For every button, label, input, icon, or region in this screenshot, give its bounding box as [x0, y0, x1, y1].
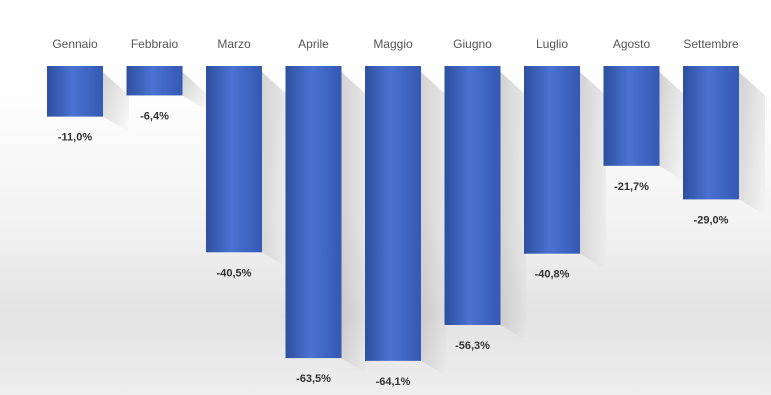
category-label-febbraio: Febbraio: [131, 37, 179, 51]
bar-febbraio: [126, 66, 183, 96]
bar-agosto: [603, 66, 660, 166]
value-label-gennaio: -11,0%: [58, 132, 92, 144]
bar-shadows: [103, 72, 765, 377]
bar-marzo: [206, 66, 262, 253]
category-label-settembre: Settembre: [683, 37, 739, 51]
bar-shadow-gennaio: [103, 72, 129, 133]
category-labels: Gennaio Febbraio Marzo Aprile Maggio Giugno Lu…: [52, 37, 739, 51]
value-labels: -11,0% -6,4% -40,5% -63,5% -64,1% -56,3% -40,8…: [58, 110, 729, 387]
bar-shadow-luglio: [580, 72, 606, 270]
value-label-giugno: -56,3%: [455, 340, 490, 352]
bar-shadow-febbraio: [182, 72, 209, 112]
bar-shadow-maggio: [421, 72, 447, 377]
bar-settembre: [683, 66, 739, 200]
bar-shadow-giugno: [500, 72, 527, 341]
category-label-aprile: Aprile: [298, 37, 329, 51]
value-label-aprile: -63,5%: [296, 373, 331, 385]
bar-gennaio: [47, 66, 103, 117]
bar-shadow-marzo: [262, 72, 288, 268]
category-label-gennaio: Gennaio: [52, 37, 98, 51]
bar-aprile: [285, 66, 342, 359]
value-label-luglio: -40,8%: [535, 269, 570, 281]
value-label-agosto: -21,7%: [614, 181, 649, 193]
bar-giugno: [444, 66, 501, 325]
category-label-maggio: Maggio: [373, 37, 413, 51]
category-label-giugno: Giugno: [453, 37, 492, 51]
value-label-febbraio: -6,4%: [140, 110, 169, 122]
value-label-settembre: -29,0%: [694, 214, 729, 226]
bar-maggio: [365, 66, 421, 361]
bar-luglio: [524, 66, 580, 254]
value-label-marzo: -40,5%: [217, 267, 252, 279]
category-label-marzo: Marzo: [217, 37, 251, 51]
bars: [47, 66, 739, 361]
value-label-maggio: -64,1%: [376, 376, 411, 388]
category-label-agosto: Agosto: [613, 37, 651, 51]
category-label-luglio: Luglio: [536, 37, 568, 51]
bar-shadow-agosto: [659, 72, 686, 182]
bar-shadow-aprile: [341, 72, 368, 374]
bar-shadow-settembre: [739, 72, 765, 215]
